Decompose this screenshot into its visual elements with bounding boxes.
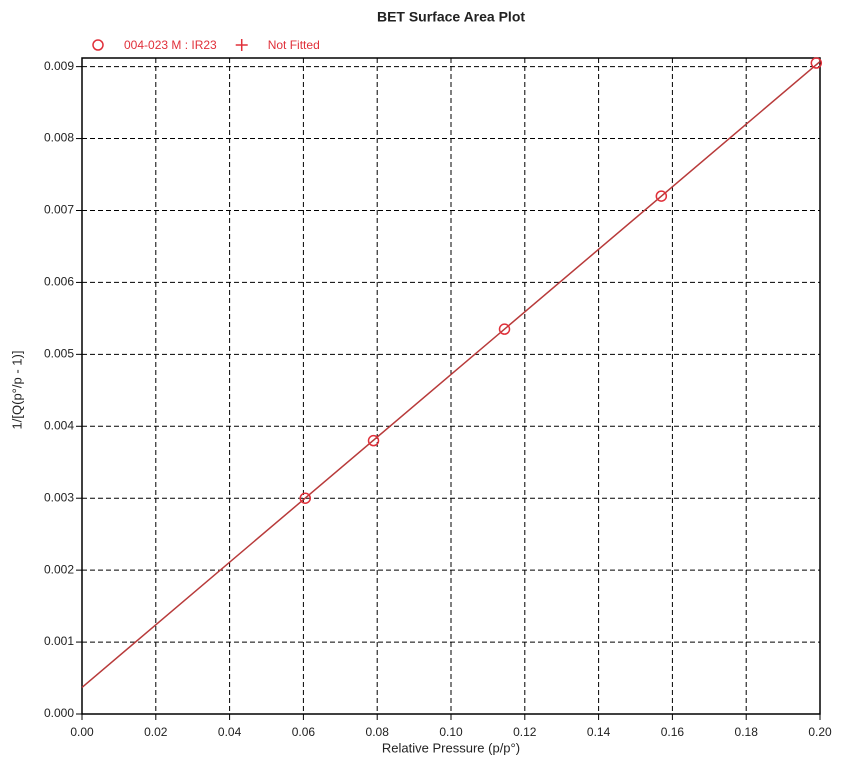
y-tick-label: 0.009 bbox=[44, 59, 74, 73]
x-tick-label: 0.20 bbox=[808, 725, 832, 739]
y-tick-label: 0.007 bbox=[44, 203, 74, 217]
x-tick-label: 0.08 bbox=[366, 725, 390, 739]
x-tick-label: 0.10 bbox=[439, 725, 463, 739]
fit-line bbox=[81, 61, 821, 688]
legend-label: Not Fitted bbox=[268, 38, 320, 52]
x-tick-label: 0.02 bbox=[144, 725, 168, 739]
point bbox=[810, 57, 823, 69]
legend-marker bbox=[235, 39, 248, 51]
x-tick-label: 0.00 bbox=[70, 725, 94, 739]
y-axis-label: 1/[Q(p°/p - 1)] bbox=[9, 351, 24, 430]
y-tick-label: 0.001 bbox=[44, 634, 74, 648]
y-tick-label: 0.002 bbox=[44, 562, 74, 576]
legend-marker bbox=[92, 39, 104, 51]
x-tick-label: 0.18 bbox=[735, 725, 759, 739]
y-tick-label: 0.003 bbox=[44, 490, 74, 504]
x-tick-label: 0.12 bbox=[513, 725, 537, 739]
point bbox=[655, 190, 668, 202]
x-tick-label: 0.06 bbox=[292, 725, 316, 739]
x-axis-label: Relative Pressure (p/p°) bbox=[382, 740, 520, 755]
y-tick-label: 0.006 bbox=[44, 275, 74, 289]
y-tick-label: 0.004 bbox=[44, 418, 74, 432]
x-tick-label: 0.14 bbox=[587, 725, 611, 739]
chart-title: BET Surface Area Plot bbox=[377, 9, 525, 25]
point bbox=[498, 323, 511, 335]
point bbox=[367, 434, 380, 447]
x-tick-label: 0.16 bbox=[661, 725, 685, 739]
plot-frame bbox=[81, 57, 821, 715]
point bbox=[299, 492, 311, 504]
y-tick-label: 0.000 bbox=[44, 706, 74, 720]
legend-label: 004-023 M : IR23 bbox=[124, 38, 217, 52]
y-tick-label: 0.008 bbox=[44, 131, 74, 145]
y-tick-label: 0.005 bbox=[44, 347, 74, 361]
x-tick-label: 0.04 bbox=[218, 725, 242, 739]
